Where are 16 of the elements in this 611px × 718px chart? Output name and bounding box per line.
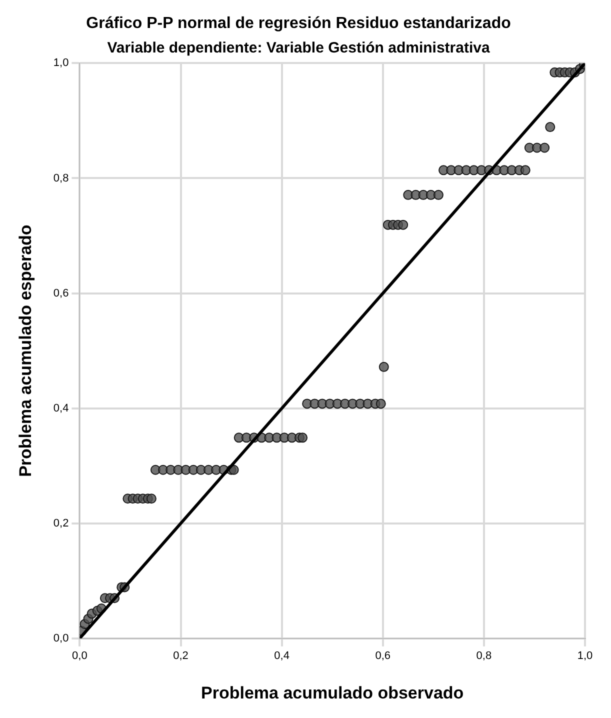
chart-title: Gráfico P-P normal de regresión Residuo estandarizado <box>86 15 512 32</box>
y-tick-label: 0,8 <box>53 172 69 184</box>
x-tick-label: 0,8 <box>476 650 492 662</box>
x-tick-label: 0,6 <box>375 650 391 662</box>
y-tick-label: 0,6 <box>53 287 69 300</box>
y-tick-label: 0,4 <box>53 402 69 414</box>
y-tick-label: 0,2 <box>53 517 69 530</box>
x-tick-label: 0,4 <box>274 650 290 662</box>
x-axis-title: Problema acumulado observado <box>201 683 464 702</box>
x-tick-label: 0,2 <box>173 650 188 662</box>
y-tick-label: 1,0 <box>53 57 69 70</box>
y-tick-label: 0,0 <box>53 632 69 644</box>
x-tick-label: 1,0 <box>577 650 593 662</box>
chart-subtitle: Variable dependiente: Variable Gestión administrativa <box>107 39 490 56</box>
x-tick-label: 0,0 <box>72 650 88 662</box>
y-axis-title: Problema acumulado esperado <box>16 224 35 477</box>
